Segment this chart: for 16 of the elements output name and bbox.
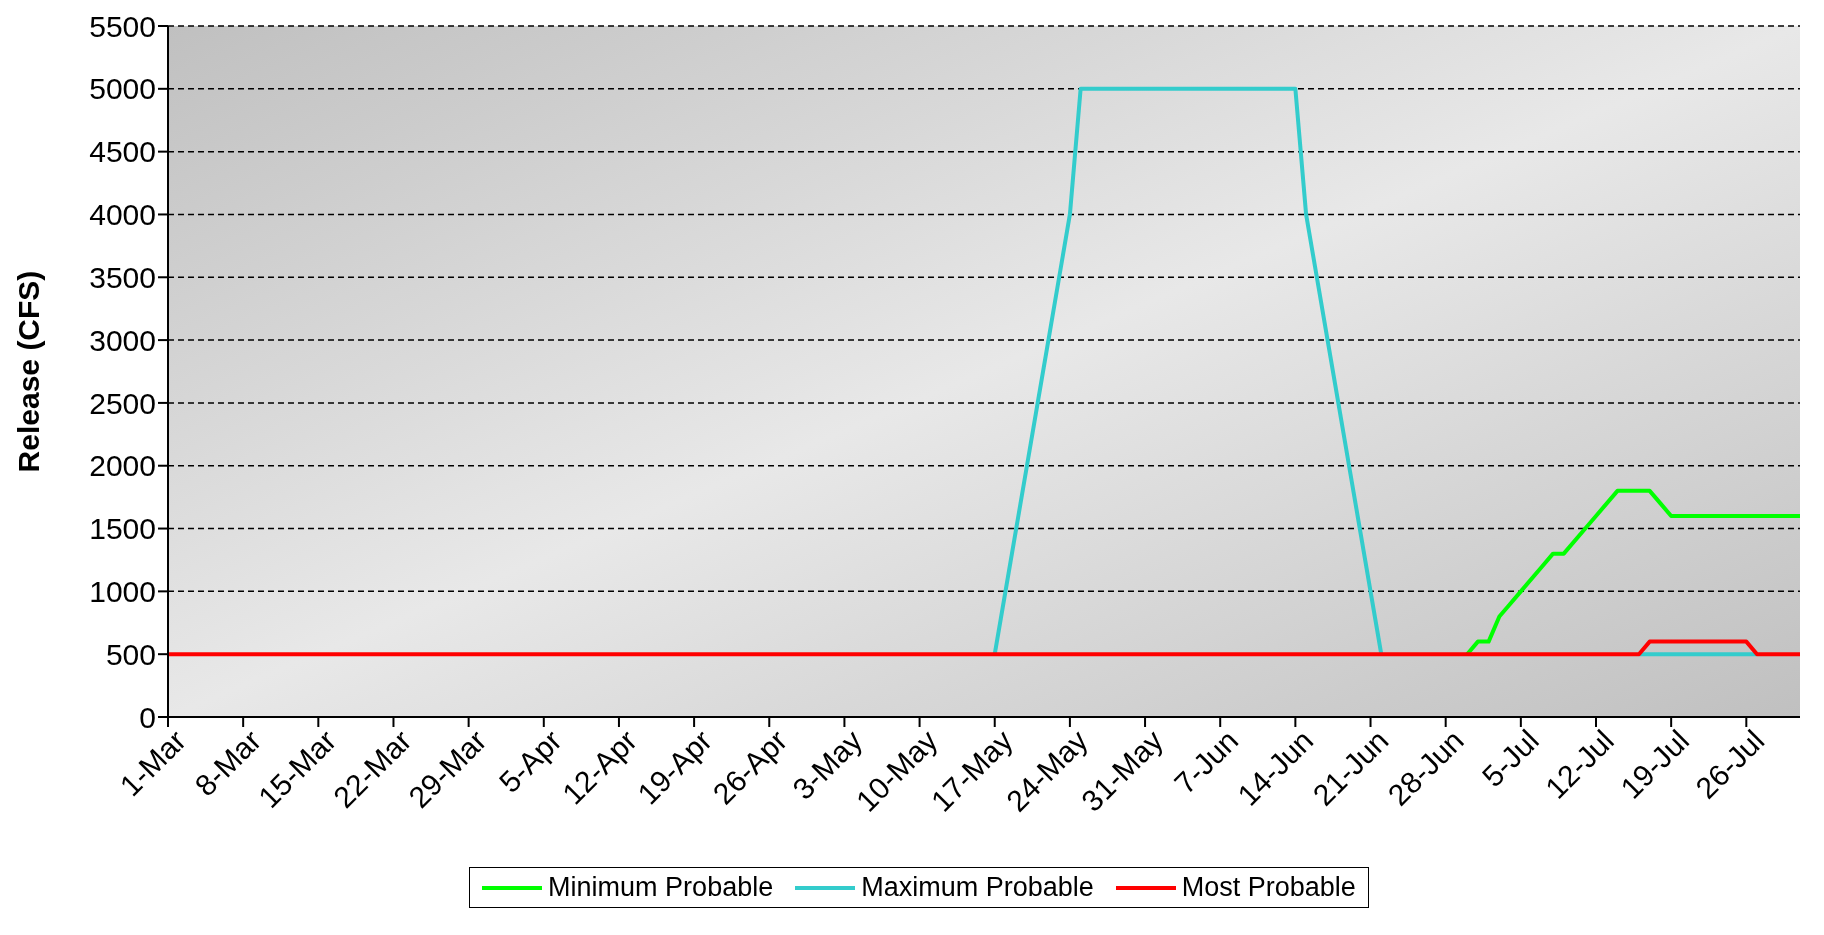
y-tick-label: 4500 — [89, 135, 156, 169]
legend-label: Minimum Probable — [548, 872, 774, 903]
y-tick-label: 3500 — [89, 260, 156, 294]
y-tick-label: 3000 — [89, 323, 156, 357]
y-tick-label: 4000 — [89, 198, 156, 232]
y-tick-label: 0 — [139, 700, 156, 734]
y-tick-label: 1500 — [89, 512, 156, 546]
y-tick-label: 5500 — [89, 9, 156, 43]
y-tick-label: 2500 — [89, 386, 156, 420]
y-tick-label: 500 — [105, 637, 156, 671]
legend-label: Most Probable — [1181, 872, 1356, 903]
y-tick-label: 2000 — [89, 449, 156, 483]
y-axis-title: Release (CFS) — [11, 270, 45, 473]
y-tick-label: 1000 — [89, 575, 156, 609]
legend-label: Maximum Probable — [861, 872, 1094, 903]
y-tick-label: 5000 — [89, 72, 156, 106]
